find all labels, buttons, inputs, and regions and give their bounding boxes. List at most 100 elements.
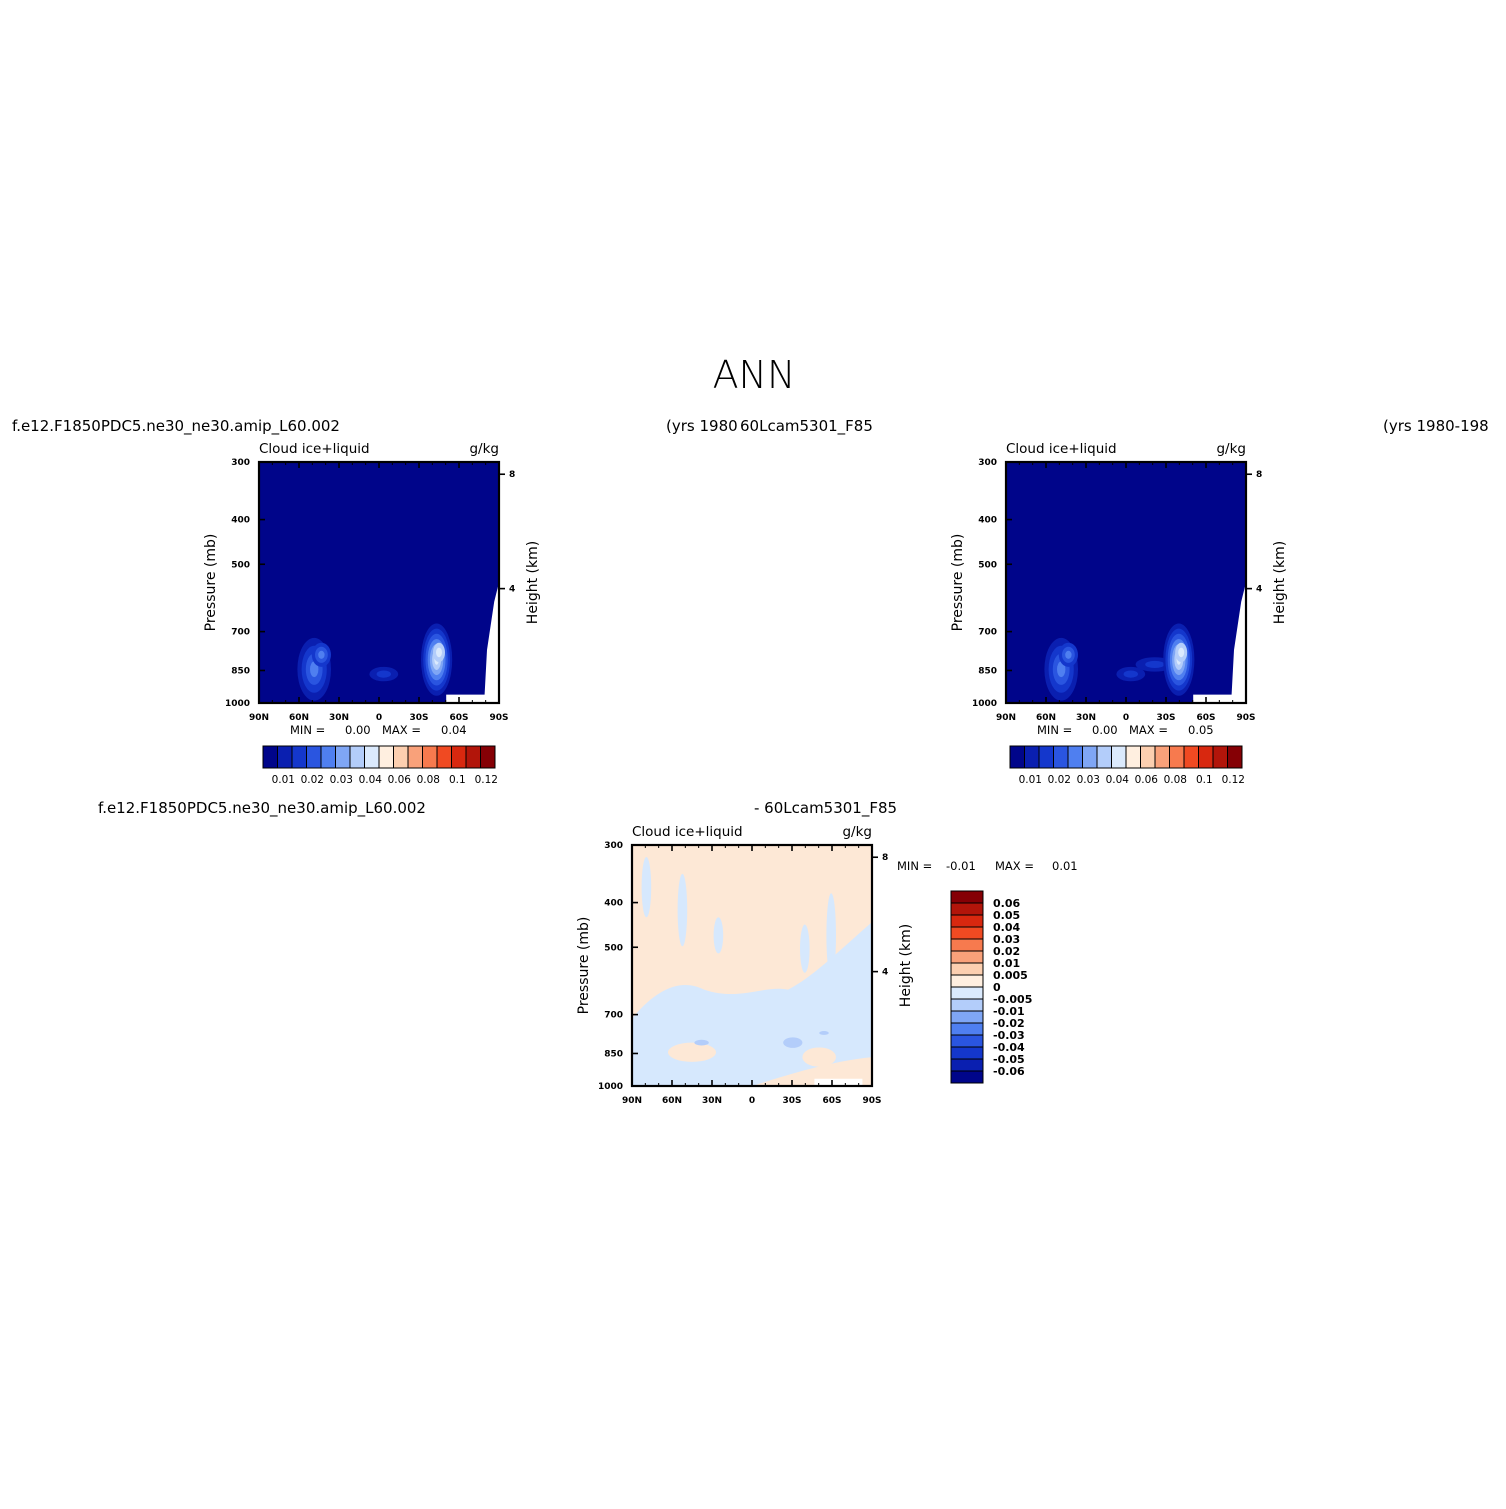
x-tick-label: 30S bbox=[1156, 713, 1175, 723]
max-value: 0.04 bbox=[441, 723, 467, 737]
nh-cloud-core bbox=[318, 650, 325, 659]
colorbar-label: 0.01 bbox=[1019, 774, 1042, 786]
colorbar-label: 0.01 bbox=[993, 957, 1020, 970]
y2-axis-label: Height (km) bbox=[1272, 541, 1288, 624]
panel-title-left: Cloud ice+liquid bbox=[259, 441, 370, 457]
right-years-label: (yrs 1980-198 bbox=[1383, 417, 1489, 435]
y-tick-label: 400 bbox=[231, 516, 250, 526]
y-tick-label: 850 bbox=[231, 666, 250, 676]
colorbar-cell bbox=[950, 902, 984, 916]
diff-streak bbox=[713, 917, 724, 954]
colorbar-cell bbox=[277, 745, 293, 769]
y-tick-label: 300 bbox=[231, 458, 250, 468]
colorbar-label: 0.03 bbox=[330, 774, 353, 786]
colorbar-cell bbox=[950, 962, 984, 976]
colorbar-cell bbox=[1198, 745, 1214, 769]
x-tick-label: 60S bbox=[822, 1096, 841, 1106]
y-tick-label: 400 bbox=[604, 899, 623, 909]
min-label: MIN = bbox=[290, 723, 325, 737]
y2-tick-label: 8 bbox=[509, 470, 515, 480]
y-tick-label: 500 bbox=[231, 560, 250, 570]
colorbar-label: 0.08 bbox=[1164, 774, 1187, 786]
x-tick-label: 30N bbox=[329, 713, 349, 723]
colorbar-cell bbox=[950, 1070, 984, 1084]
panel-title-right: g/kg bbox=[469, 441, 499, 457]
x-tick-label: 90S bbox=[489, 713, 508, 723]
left-case-label: f.e12.F1850PDC5.ne30_ne30.amip_L60.002 bbox=[12, 417, 340, 436]
y-axis-label: Pressure (mb) bbox=[950, 534, 966, 632]
diff-negative-dot bbox=[783, 1037, 803, 1048]
colorbar-label: 0.04 bbox=[1106, 774, 1130, 786]
terrain-mask bbox=[446, 582, 499, 703]
max-label: MAX = bbox=[382, 723, 421, 737]
y-tick-label: 300 bbox=[604, 841, 623, 851]
colorbar-cell bbox=[950, 1022, 984, 1036]
colorbar-cell bbox=[1024, 745, 1040, 769]
y-tick-label: 1000 bbox=[225, 699, 250, 709]
colorbar-cell bbox=[1125, 745, 1141, 769]
panel-title-right: g/kg bbox=[1216, 441, 1246, 457]
colorbar-cell bbox=[1038, 745, 1054, 769]
colorbar-cell bbox=[1096, 745, 1112, 769]
diff-case-label-left: f.e12.F1850PDC5.ne30_ne30.amip_L60.002 bbox=[98, 799, 426, 818]
colorbar-label: 0.04 bbox=[359, 774, 383, 786]
diff-positive-patch bbox=[802, 1047, 836, 1067]
diff-negative-dot bbox=[819, 1031, 829, 1035]
tropics-cloud bbox=[1123, 670, 1139, 678]
colorbar-cell bbox=[320, 745, 336, 769]
colorbar-cell bbox=[1082, 745, 1098, 769]
x-tick-label: 60N bbox=[289, 713, 309, 723]
colorbar-cell bbox=[1053, 745, 1069, 769]
x-tick-label: 90N bbox=[249, 713, 269, 723]
colorbar-label: -0.02 bbox=[993, 1017, 1025, 1030]
colorbar-cell bbox=[262, 745, 278, 769]
y-tick-label: 500 bbox=[604, 943, 623, 953]
colorbar-cell bbox=[1009, 745, 1025, 769]
panel-title-left: Cloud ice+liquid bbox=[1006, 441, 1117, 457]
colorbar-label: 0.1 bbox=[449, 774, 466, 786]
colorbar-label: -0.01 bbox=[993, 1005, 1025, 1018]
min-label: MIN = bbox=[897, 859, 932, 873]
panel-title-left: Cloud ice+liquid bbox=[632, 824, 743, 840]
colorbar-label: 0.02 bbox=[1048, 774, 1071, 786]
colorbar-cell bbox=[378, 745, 394, 769]
nh-cloud-blob bbox=[1057, 661, 1066, 678]
x-tick-label: 30N bbox=[1076, 713, 1096, 723]
panel-top-left: 90N 60N 30N 0 30S 60S 90S 300 400 500 700 850 1000 8 4… bbox=[203, 441, 541, 786]
colorbar-cell bbox=[1154, 745, 1170, 769]
colorbar-cell bbox=[1183, 745, 1199, 769]
y-tick-label: 1000 bbox=[972, 699, 997, 709]
x-tick-label: 90S bbox=[1236, 713, 1255, 723]
y-axis-label: Pressure (mb) bbox=[576, 917, 592, 1015]
y-tick-label: 700 bbox=[231, 628, 250, 638]
colorbar-label: 0.12 bbox=[1222, 774, 1245, 786]
colorbar-label: 0.12 bbox=[475, 774, 498, 786]
x-tick-label: 60N bbox=[1036, 713, 1056, 723]
diff-streak bbox=[677, 873, 688, 947]
diff-negative-dot bbox=[694, 1039, 709, 1046]
min-value: 0.00 bbox=[1092, 723, 1118, 737]
x-tick-label: 90N bbox=[996, 713, 1016, 723]
y2-tick-label: 8 bbox=[882, 853, 888, 863]
y-tick-label: 700 bbox=[978, 628, 997, 638]
plot-area bbox=[632, 845, 872, 1086]
panel-top-right: 90N 60N 30N 0 30S 60S 90S 300 400 500 700 850 1000 8 4… bbox=[950, 441, 1288, 786]
colorbar-label: 0.03 bbox=[1077, 774, 1100, 786]
y-axis-label: Pressure (mb) bbox=[203, 534, 219, 632]
colorbar-cell bbox=[407, 745, 423, 769]
diff-positive-patch bbox=[668, 1042, 716, 1062]
min-label: MIN = bbox=[1037, 723, 1072, 737]
colorbar-cell bbox=[306, 745, 322, 769]
x-tick-label: 30S bbox=[409, 713, 428, 723]
x-tick-label: 60N bbox=[662, 1096, 682, 1106]
diff-streak bbox=[826, 893, 836, 978]
colorbar-label: -0.04 bbox=[993, 1041, 1025, 1054]
colorbar-cell bbox=[1169, 745, 1185, 769]
colorbar-cell bbox=[1111, 745, 1127, 769]
panel-difference: 90N 60N 30N 0 30S 60S 90S 300 400 500 700 850 1000 8 4… bbox=[576, 824, 1078, 1106]
x-tick-label: 90N bbox=[622, 1096, 642, 1106]
tropics-cloud-extended bbox=[1145, 660, 1165, 669]
x-tick-label: 0 bbox=[749, 1096, 755, 1106]
y-tick-label: 850 bbox=[978, 666, 997, 676]
colorbar-cell bbox=[950, 950, 984, 964]
